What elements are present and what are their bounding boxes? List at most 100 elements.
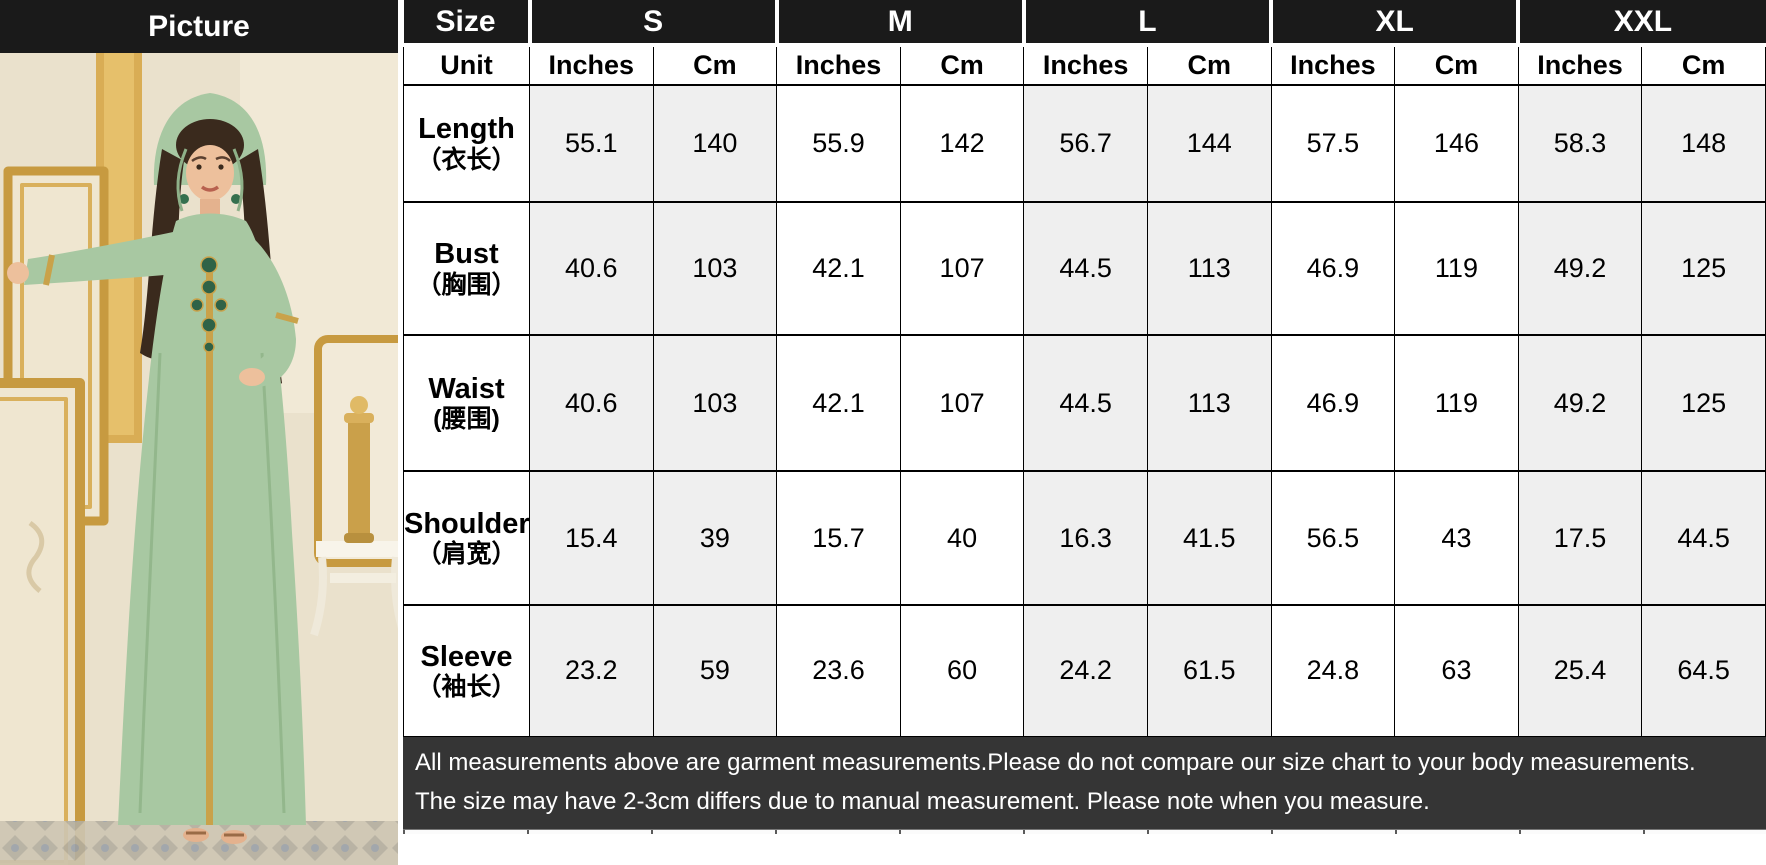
size-table-column: Size S M L XL XXL Unit Inches Cm Inches … (403, 0, 1766, 865)
unit-cell: Cm (652, 44, 778, 86)
background-decor (26, 335, 398, 637)
row-label-shoulder: Shoulder （肩宽） (403, 470, 530, 606)
size-value-cell: 41.5 (1146, 470, 1272, 606)
product-photo-illustration (0, 53, 398, 865)
note-line-2: The size may have 2-3cm differs due to m… (415, 787, 1430, 815)
row-label-bust: Bust （胸围） (403, 201, 530, 336)
size-header-row: Size S M L XL XXL (403, 0, 1766, 47)
size-value-cell: 107 (899, 334, 1025, 472)
size-value-cell: 43 (1394, 470, 1519, 606)
size-value-cell: 64.5 (1641, 604, 1766, 737)
table-row-shoulder: Shoulder （肩宽） 15.4 39 15.7 40 16.3 41.5 … (403, 470, 1766, 606)
size-value-cell: 46.9 (1270, 334, 1396, 472)
size-value-cell: 24.2 (1023, 604, 1148, 737)
row-label-zh: （袖长） (416, 672, 517, 701)
unit-cell: Cm (1394, 44, 1519, 86)
row-label-en: Sleeve (420, 640, 513, 673)
row-label-length: Length （衣长） (403, 84, 530, 203)
size-value-cell: 39 (652, 470, 778, 606)
size-col-xxl: XXL (1516, 0, 1766, 47)
size-value-cell: 58.3 (1517, 84, 1643, 203)
size-value-cell: 107 (899, 201, 1025, 336)
size-value-cell: 44.5 (1641, 470, 1766, 606)
size-value-cell: 113 (1146, 201, 1272, 336)
size-value-cell: 40.6 (529, 201, 654, 336)
size-value-cell: 42.1 (776, 201, 901, 336)
note-line-1: All measurements above are garment measu… (415, 748, 1696, 776)
size-value-cell: 119 (1394, 201, 1519, 336)
size-value-cell: 23.6 (776, 604, 901, 737)
size-value-cell: 55.1 (529, 84, 654, 203)
size-value-cell: 40.6 (529, 334, 654, 472)
size-value-cell: 103 (652, 201, 778, 336)
size-value-cell: 56.7 (1023, 84, 1148, 203)
size-value-cell: 57.5 (1270, 84, 1396, 203)
table-row-length: Length （衣长） 55.1 140 55.9 142 56.7 144 5… (403, 84, 1766, 203)
size-value-cell: 103 (652, 334, 778, 472)
size-value-cell: 119 (1394, 334, 1519, 472)
size-col-l: L (1021, 0, 1274, 47)
row-label-zh: （胸围） (416, 270, 517, 299)
size-table: Size S M L XL XXL Unit Inches Cm Inches … (403, 0, 1766, 737)
row-label-zh: （衣长） (416, 145, 517, 174)
size-value-cell: 44.5 (1023, 201, 1148, 336)
product-photo (0, 53, 398, 865)
size-value-cell: 142 (899, 84, 1025, 203)
size-value-cell: 140 (652, 84, 778, 203)
size-value-cell: 148 (1641, 84, 1766, 203)
size-value-cell: 49.2 (1517, 201, 1643, 336)
row-label-en: Length (418, 113, 515, 146)
size-value-cell: 25.4 (1517, 604, 1643, 737)
size-value-cell: 125 (1641, 201, 1766, 336)
size-value-cell: 44.5 (1023, 334, 1148, 472)
size-value-cell: 40 (899, 470, 1025, 606)
table-row-waist: Waist (腰围) 40.6 103 42.1 107 44.5 113 46… (403, 334, 1766, 472)
size-value-cell: 146 (1394, 84, 1519, 203)
photo-column: Picture (0, 0, 403, 865)
unit-cell: Inches (529, 44, 654, 86)
size-value-cell: 16.3 (1023, 470, 1148, 606)
size-value-cell: 125 (1641, 334, 1766, 472)
size-value-cell: 55.9 (776, 84, 901, 203)
size-value-cell: 56.5 (1270, 470, 1396, 606)
size-value-cell: 61.5 (1146, 604, 1272, 737)
table-row-bust: Bust （胸围） 40.6 103 42.1 107 44.5 113 46.… (403, 201, 1766, 336)
gold-frames (0, 53, 142, 865)
unit-cell: Inches (1270, 44, 1396, 86)
model-illustration (7, 93, 306, 844)
size-value-cell: 15.7 (776, 470, 901, 606)
size-value-cell: 15.4 (529, 470, 654, 606)
size-value-cell: 49.2 (1517, 334, 1643, 472)
size-value-cell: 59 (652, 604, 778, 737)
size-value-cell: 113 (1146, 334, 1272, 472)
size-value-cell: 42.1 (776, 334, 901, 472)
unit-cell: Cm (1641, 44, 1766, 86)
cropped-table-row-sliver (403, 828, 1766, 834)
unit-header-cell: Unit (403, 44, 530, 86)
size-value-cell: 144 (1146, 84, 1272, 203)
size-header-cell: Size (403, 0, 532, 47)
size-col-xl: XL (1269, 0, 1521, 47)
unit-cell: Inches (1517, 44, 1643, 86)
row-label-en: Waist (428, 372, 505, 405)
picture-header: Picture (0, 0, 398, 53)
size-col-m: M (774, 0, 1026, 47)
row-label-waist: Waist (腰围) (403, 334, 530, 472)
row-label-en: Shoulder (404, 507, 530, 540)
size-value-cell: 60 (899, 604, 1025, 737)
row-label-en: Bust (434, 238, 499, 271)
row-label-zh: （肩宽） (416, 540, 517, 569)
table-row-sleeve: Sleeve （袖长） 23.2 59 23.6 60 24.2 61.5 24… (403, 604, 1766, 737)
measurement-notes: All measurements above are garment measu… (403, 736, 1766, 829)
size-value-cell: 24.8 (1270, 604, 1396, 737)
unit-cell: Cm (899, 44, 1025, 86)
size-col-s: S (527, 0, 779, 47)
size-value-cell: 46.9 (1270, 201, 1396, 336)
unit-cell: Cm (1146, 44, 1272, 86)
row-label-zh: (腰围) (433, 405, 500, 434)
unit-header-row: Unit Inches Cm Inches Cm Inches Cm Inche… (403, 44, 1766, 86)
unit-cell: Inches (1023, 44, 1148, 86)
size-value-cell: 23.2 (529, 604, 654, 737)
size-value-cell: 63 (1394, 604, 1519, 737)
